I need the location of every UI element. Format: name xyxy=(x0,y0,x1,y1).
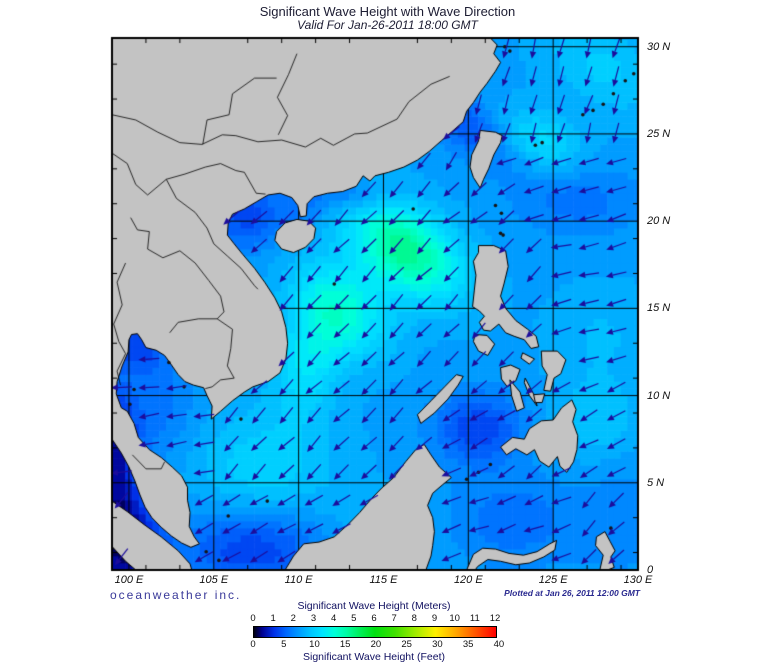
colorbar-meter-tick-6: 6 xyxy=(371,613,377,624)
colorbar-gradient xyxy=(253,626,497,638)
colorbar-meter-tick-7: 7 xyxy=(391,613,397,624)
lon-label-115: 115 E xyxy=(369,574,398,586)
lat-label-30: 30 N xyxy=(647,40,671,53)
colorbar-meter-tick-5: 5 xyxy=(351,613,357,624)
colorbar-feet-tick-5: 5 xyxy=(281,639,287,650)
lat-label-5: 5 N xyxy=(647,476,665,489)
colorbar-title-feet: Significant Wave Height (Feet) xyxy=(302,651,445,663)
colorbar-feet-tick-0: 0 xyxy=(250,639,256,650)
valid-time-subtitle: Valid For Jan-26-2011 18:00 GMT xyxy=(297,18,478,32)
lat-label-25: 25 N xyxy=(647,127,671,140)
colorbar-meter-tick-4: 4 xyxy=(331,613,337,624)
colorbar-meter-tick-1: 1 xyxy=(270,613,276,624)
colorbar-feet-tick-20: 20 xyxy=(370,639,382,650)
colorbar-meter-tick-9: 9 xyxy=(431,613,438,624)
colorbar-title-meters: Significant Wave Height (Meters) xyxy=(297,600,451,612)
lat-label-0: 0 xyxy=(647,564,654,576)
colorbar-meter-tick-10: 10 xyxy=(449,613,460,624)
lon-label-105: 105 E xyxy=(199,574,229,586)
colorbar-meter-tick-11: 11 xyxy=(469,613,480,624)
lon-label-100: 100 E xyxy=(114,574,144,586)
colorbar-meter-tick-0: 0 xyxy=(250,613,256,624)
colorbar-meter-tick-2: 2 xyxy=(290,613,296,624)
oceanweather-brand: oceanweather inc. xyxy=(110,588,242,602)
colorbar-meter-tick-3: 3 xyxy=(310,613,317,624)
colorbar-meter-tick-8: 8 xyxy=(411,613,417,624)
lon-label-130: 130 E xyxy=(623,574,653,586)
colorbar-feet-tick-25: 25 xyxy=(401,639,412,650)
colorbar-feet-tick-35: 35 xyxy=(462,639,474,650)
lat-label-15: 15 N xyxy=(647,302,671,315)
colorbar-meter-tick-12: 12 xyxy=(489,613,501,624)
colorbar-feet-tick-15: 15 xyxy=(339,639,351,650)
lon-label-110: 110 E xyxy=(284,574,313,586)
colorbar-feet-tick-30: 30 xyxy=(432,639,443,650)
lat-label-10: 10 N xyxy=(647,389,671,402)
page-title: Significant Wave Height with Wave Direct… xyxy=(259,4,516,19)
lat-label-20: 20 N xyxy=(647,215,671,228)
colorbar-feet-tick-10: 10 xyxy=(309,639,320,650)
lon-label-125: 125 E xyxy=(538,574,568,586)
plotted-timestamp: Plotted at Jan 26, 2011 12:00 GMT xyxy=(504,588,640,598)
colorbar-feet-tick-40: 40 xyxy=(493,639,505,650)
lon-label-120: 120 E xyxy=(453,574,483,586)
